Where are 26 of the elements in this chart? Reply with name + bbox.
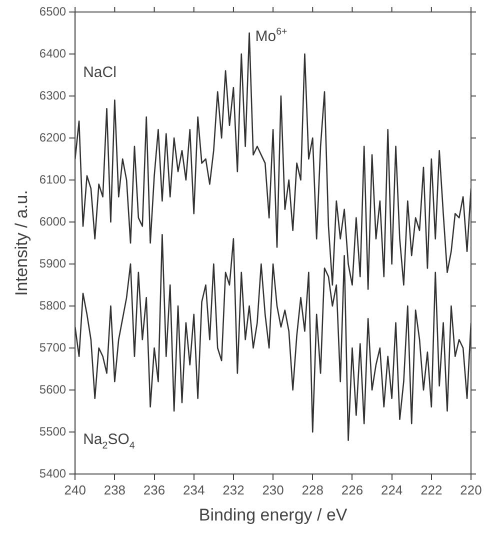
y-tick-label: 5500 <box>39 424 66 438</box>
x-tick-label: 240 <box>64 482 86 498</box>
x-tick-label: 238 <box>104 482 126 498</box>
y-tick-label: 6000 <box>39 214 66 228</box>
y-axis-title: Intensity / a.u. <box>12 190 31 296</box>
x-tick-label: 228 <box>302 482 324 498</box>
x-tick-label: 236 <box>143 482 166 498</box>
x-tick-label: 232 <box>222 482 244 498</box>
x-tick-label: 226 <box>341 482 364 498</box>
y-tick-label: 6100 <box>39 172 66 186</box>
y-tick-label: 6300 <box>39 88 66 102</box>
y-tick-label: 5600 <box>39 382 66 396</box>
x-tick-label: 222 <box>420 482 442 498</box>
y-tick-label: 5700 <box>39 340 66 354</box>
x-tick-label: 234 <box>183 482 205 498</box>
series-label: NaCl <box>83 64 116 81</box>
x-tick-label: 220 <box>460 482 482 498</box>
y-tick-label: 6400 <box>39 46 66 60</box>
y-tick-label: 5400 <box>39 466 66 480</box>
x-axis-title: Binding energy / eV <box>198 505 348 524</box>
y-tick-label: 5800 <box>39 298 66 312</box>
x-tick-label: 224 <box>380 482 403 498</box>
y-tick-label: 6200 <box>39 130 66 144</box>
x-tick-label: 230 <box>262 482 284 498</box>
y-tick-label: 5900 <box>39 256 66 270</box>
y-tick-label: 6500 <box>39 4 66 18</box>
